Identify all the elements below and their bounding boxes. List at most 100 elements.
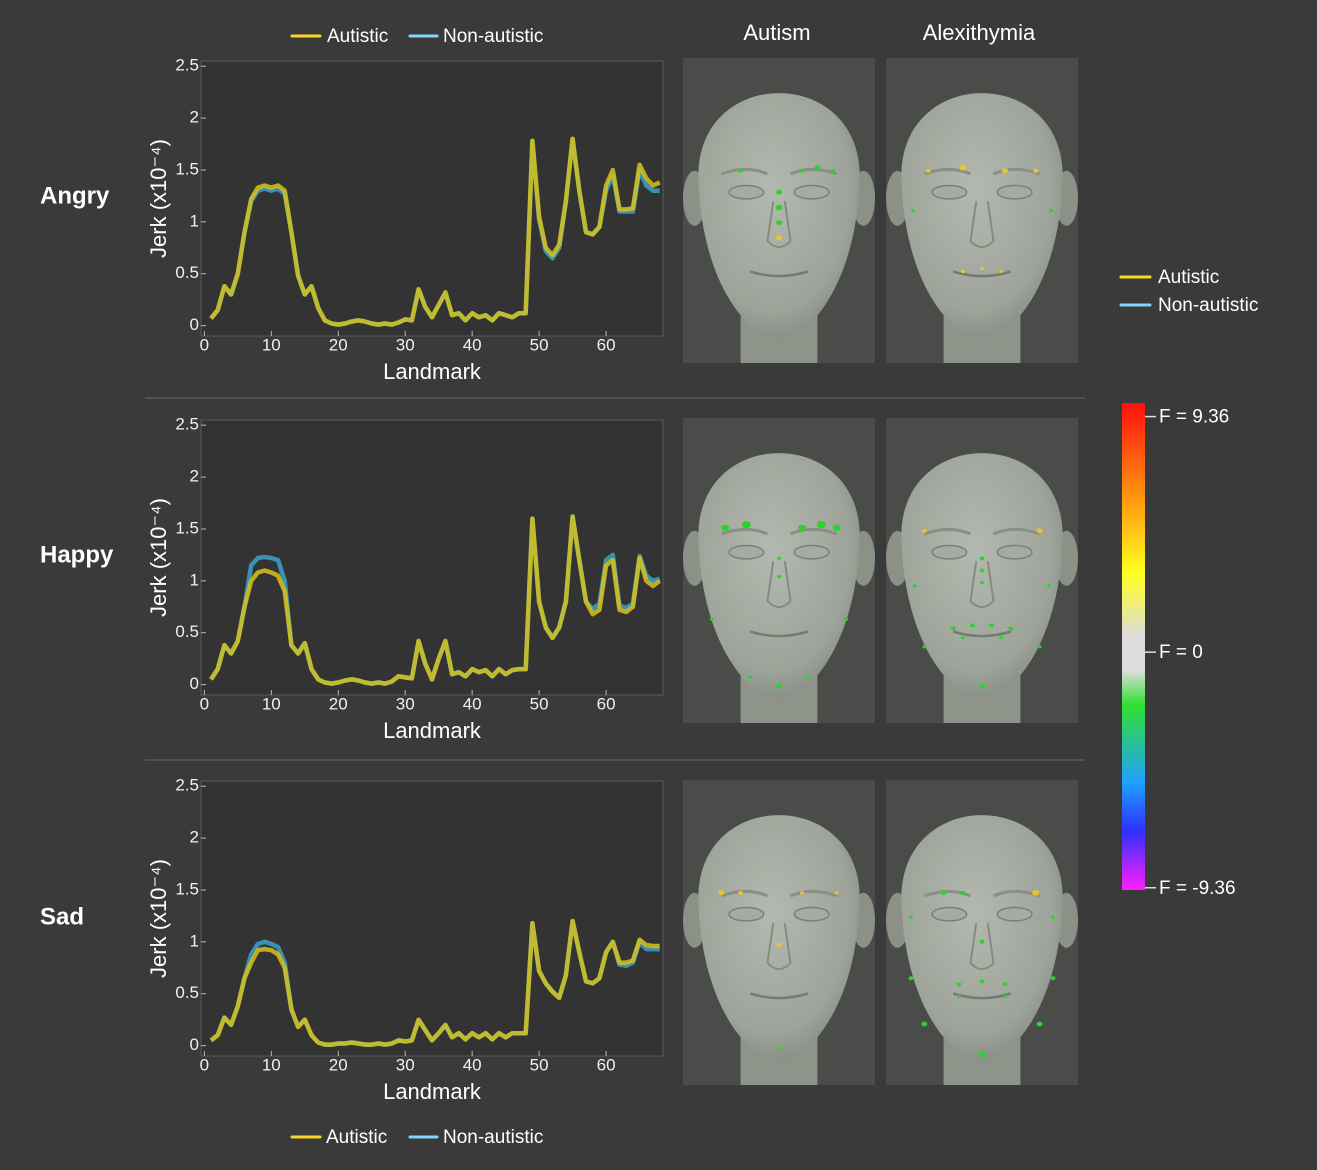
- x-tick-label: 0: [200, 1055, 209, 1074]
- face-dot: [1037, 1022, 1043, 1027]
- face-dot: [989, 623, 994, 627]
- face-dot: [999, 270, 1003, 273]
- face-dot: [941, 890, 947, 895]
- x-tick-label: 60: [597, 694, 616, 713]
- y-tick-label: 0: [190, 674, 199, 693]
- face-dot: [776, 236, 782, 241]
- legend-label: Autistic: [327, 26, 388, 47]
- x-tick-label: 50: [530, 335, 549, 354]
- face-render: [683, 418, 875, 723]
- x-tick-label: 60: [597, 335, 616, 354]
- row-label: Sad: [40, 903, 84, 930]
- x-tick-label: 10: [262, 1055, 281, 1074]
- x-tick-label: 20: [329, 335, 348, 354]
- face-dot: [776, 684, 782, 689]
- eye: [794, 185, 829, 198]
- face-dot: [979, 1052, 986, 1058]
- x-tick-label: 0: [200, 694, 209, 713]
- face-dot: [718, 890, 724, 895]
- x-tick-label: 60: [597, 1055, 616, 1074]
- face-dot: [999, 636, 1003, 639]
- x-axis-label: Landmark: [383, 718, 482, 743]
- colorbar-label: F = -9.36: [1159, 878, 1236, 899]
- face-dot: [980, 267, 984, 270]
- legend-label: Non-autistic: [443, 1127, 543, 1148]
- eye: [997, 545, 1032, 558]
- face-dot: [956, 982, 961, 986]
- face-dot: [742, 521, 751, 528]
- y-tick-label: 1: [190, 570, 199, 589]
- face-dot: [806, 676, 810, 679]
- y-tick-label: 0: [190, 315, 199, 334]
- x-tick-label: 30: [396, 694, 415, 713]
- face-dot: [777, 943, 782, 947]
- face-dot: [980, 581, 984, 584]
- x-tick-label: 10: [262, 694, 281, 713]
- x-tick-label: 20: [329, 694, 348, 713]
- face-dot: [798, 525, 806, 531]
- face-dot: [1051, 976, 1056, 980]
- y-tick-label: 1: [190, 211, 199, 230]
- eye: [729, 185, 764, 198]
- y-tick-label: 0: [190, 1035, 199, 1054]
- face-render: [886, 418, 1078, 723]
- y-tick-label: 1.5: [175, 879, 199, 898]
- face-dot: [961, 636, 965, 639]
- eye: [729, 907, 764, 920]
- y-tick-label: 2.5: [175, 415, 199, 434]
- legend-label: Autistic: [1158, 267, 1219, 288]
- y-tick-label: 2.5: [175, 56, 199, 75]
- face-dot: [980, 940, 985, 944]
- x-axis-label: Landmark: [383, 1079, 482, 1104]
- plot-area: [201, 61, 663, 336]
- face-dot: [908, 976, 913, 980]
- eye: [932, 907, 967, 920]
- colorbar: [1122, 403, 1145, 890]
- colorbar-label: F = 9.36: [1159, 407, 1229, 428]
- face-dot: [909, 916, 913, 919]
- x-tick-label: 30: [396, 1055, 415, 1074]
- face-render: [886, 58, 1078, 363]
- x-tick-label: 20: [329, 1055, 348, 1074]
- y-tick-label: 2: [190, 467, 199, 486]
- figure: Autism Alexithymia Autistic Non-autistic…: [0, 0, 1317, 1170]
- face-dot: [922, 529, 927, 533]
- face-dot: [833, 525, 841, 531]
- column-header: Autism: [743, 20, 810, 45]
- face-dot: [844, 618, 848, 621]
- eye: [794, 907, 829, 920]
- face-dot: [777, 575, 781, 578]
- face-dot: [738, 169, 743, 173]
- eye: [997, 907, 1032, 920]
- colorbar-label: F = 0: [1159, 642, 1203, 663]
- face-dot: [960, 891, 965, 895]
- eye: [794, 545, 829, 558]
- x-tick-label: 50: [530, 1055, 549, 1074]
- face-dot: [748, 676, 752, 679]
- face-dot: [1032, 890, 1039, 896]
- face-dot: [800, 891, 804, 894]
- y-tick-label: 2.5: [175, 776, 199, 795]
- eye: [729, 545, 764, 558]
- face-dot: [777, 557, 781, 560]
- y-tick-label: 1: [190, 931, 199, 950]
- face-dot: [817, 521, 826, 528]
- y-tick-label: 1.5: [175, 159, 199, 178]
- eye: [997, 185, 1032, 198]
- face-dot: [776, 190, 782, 195]
- page: {"chart_data": [ {"type": "line", "title…: [0, 0, 1317, 1170]
- legend-label: Non-autistic: [443, 26, 543, 47]
- legend-label: Autistic: [326, 1127, 387, 1148]
- y-tick-label: 2: [190, 108, 199, 127]
- face-dot: [835, 891, 839, 894]
- face-dot: [721, 525, 729, 531]
- y-tick-label: 1.5: [175, 518, 199, 537]
- face-dot: [1047, 584, 1051, 587]
- face-dot: [957, 995, 961, 998]
- face-dot: [1038, 645, 1042, 648]
- face-dot: [970, 623, 975, 627]
- face-dot: [1051, 916, 1055, 919]
- face-dot: [1003, 982, 1008, 986]
- face-dot: [961, 270, 965, 273]
- face-dot: [926, 169, 931, 173]
